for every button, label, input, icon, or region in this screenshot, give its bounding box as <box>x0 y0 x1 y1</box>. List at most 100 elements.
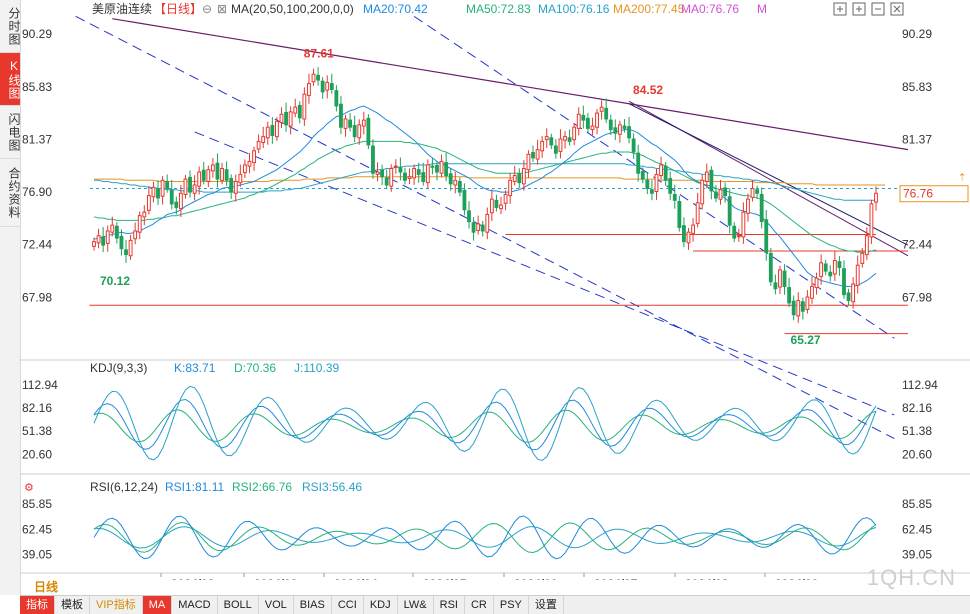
candle-body <box>384 177 389 186</box>
kdj-d-line <box>93 409 877 443</box>
resistance-trendline <box>112 18 909 151</box>
candle-body <box>631 138 636 153</box>
close-icon[interactable] <box>890 2 904 16</box>
tab-ma[interactable]: MA <box>142 596 173 614</box>
tab-boll[interactable]: BOLL <box>218 596 259 614</box>
candle-body <box>156 188 160 199</box>
candle-body <box>485 213 490 233</box>
candle-body <box>380 169 385 178</box>
x-tick-label: 2024/06 <box>514 577 558 580</box>
tab-rsi[interactable]: RSI <box>434 596 465 614</box>
candle-body <box>233 180 238 194</box>
kdj-tick-left: 51.38 <box>22 424 52 438</box>
trend-lines <box>75 15 909 439</box>
candle-body <box>92 241 96 247</box>
rsi2-legend: RSI2:66.76 <box>232 480 292 494</box>
tab-bias[interactable]: BIAS <box>294 596 332 614</box>
settings-icon[interactable]: ⊖ <box>202 2 212 16</box>
ma-params-label: MA(20,50,100,200,0,0) <box>231 2 354 16</box>
candle-body <box>531 152 535 159</box>
candle-body <box>229 178 234 193</box>
tab-cci[interactable]: CCI <box>332 596 364 614</box>
rsi-settings-icon[interactable]: ⚙ <box>24 482 34 494</box>
candle-body <box>759 193 764 223</box>
kdj-tick-right: 20.60 <box>902 447 932 461</box>
candle-body <box>471 222 476 233</box>
candle-body <box>832 259 837 275</box>
candle-body <box>741 211 746 238</box>
rsi-tick-right: 62.45 <box>902 522 932 536</box>
candle-body <box>252 150 256 164</box>
tab-lw[interactable]: LW& <box>398 596 434 614</box>
rsi-panel: ⚙ RSI(6,12,24) RSI1:81.11 RSI2:66.76 RSI… <box>22 480 932 562</box>
kdj-panel: KDJ(9,3,3) K:83.71 D:70.36 J:110.39 112.… <box>22 361 938 461</box>
candle-body <box>535 149 540 160</box>
candle-body <box>636 152 641 174</box>
candle-body <box>659 164 663 177</box>
candle-body <box>197 171 202 187</box>
candle-body <box>663 165 668 181</box>
chart-area: 美原油连续 【日线】 ⊖ ⊠ MA(20,50,100,200,0,0) MA2… <box>20 1 970 580</box>
kdj-tick-right: 82.16 <box>902 401 932 415</box>
tab-vol[interactable]: VOL <box>259 596 294 614</box>
candle-body <box>585 117 590 129</box>
kdj-k-legend: K:83.71 <box>174 361 216 375</box>
rsi-title: RSI(6,12,24) <box>90 480 158 494</box>
close-icon-x <box>893 5 901 13</box>
candle-body <box>275 120 279 138</box>
zoom-in-icon[interactable] <box>852 2 866 16</box>
candle-body <box>430 165 435 168</box>
tab-template[interactable]: 模板 <box>55 596 90 614</box>
sidebar-tab-timeshare[interactable]: 分时图 <box>0 0 21 53</box>
zoom-out-icon[interactable] <box>871 2 885 16</box>
candle-body <box>599 106 604 112</box>
candle-body <box>467 210 471 223</box>
candle-body <box>334 90 339 107</box>
candle-body <box>137 215 142 233</box>
kdj-j-legend: J:110.39 <box>294 361 339 375</box>
period-label[interactable]: 日线 <box>34 580 59 594</box>
rsi3-legend: RSI3:56.46 <box>302 480 362 494</box>
tab-psy[interactable]: PSY <box>494 596 529 614</box>
last-price-label: 76.76 <box>903 187 933 201</box>
tab-vip-indicators[interactable]: VIP指标 <box>90 596 143 614</box>
watermark-logo: 1QH.CN <box>866 565 956 590</box>
candle-body <box>645 179 650 190</box>
rsi-tick-right: 85.85 <box>902 497 932 511</box>
candle-body <box>96 235 101 244</box>
candle-body <box>558 138 563 152</box>
sidebar-tab-flash[interactable]: 闪电图 <box>0 106 21 159</box>
kdj-d-legend: D:70.36 <box>234 361 276 375</box>
candle-body <box>604 107 609 120</box>
ma0-legend: MA0:76.76 <box>681 2 739 16</box>
price-tick-left: 67.98 <box>22 290 52 304</box>
candle-body <box>183 178 188 195</box>
candle-body <box>709 169 714 192</box>
ma200-line <box>94 176 886 186</box>
candle-body <box>412 167 417 179</box>
candle-body <box>805 296 810 310</box>
rsi2-line <box>93 521 877 554</box>
tab-kdj[interactable]: KDJ <box>364 596 398 614</box>
candle-body <box>215 162 220 180</box>
price-tick-left: 76.90 <box>22 185 52 199</box>
tab-cr[interactable]: CR <box>465 596 494 614</box>
fullscreen-icon[interactable] <box>833 2 847 16</box>
tab-indicators[interactable]: 指标 <box>20 596 55 614</box>
candle-body <box>718 189 723 200</box>
candle-body <box>842 268 846 296</box>
sidebar-tab-kline[interactable]: K线图 <box>0 53 21 106</box>
rsi3-line <box>93 526 877 549</box>
candle-body <box>201 169 206 181</box>
candle-body <box>348 119 353 128</box>
sidebar-tab-contract[interactable]: 合约资料 <box>0 159 21 227</box>
tab-macd[interactable]: MACD <box>172 596 218 614</box>
candle-body <box>453 179 458 186</box>
candle-body <box>192 184 197 194</box>
kdj-k-line <box>93 398 877 451</box>
edit-icon[interactable]: ⊠ <box>217 2 227 16</box>
candle-body <box>814 277 819 289</box>
candle-body <box>361 119 366 127</box>
tab-settings[interactable]: 设置 <box>529 596 564 614</box>
candle-body <box>727 196 732 226</box>
